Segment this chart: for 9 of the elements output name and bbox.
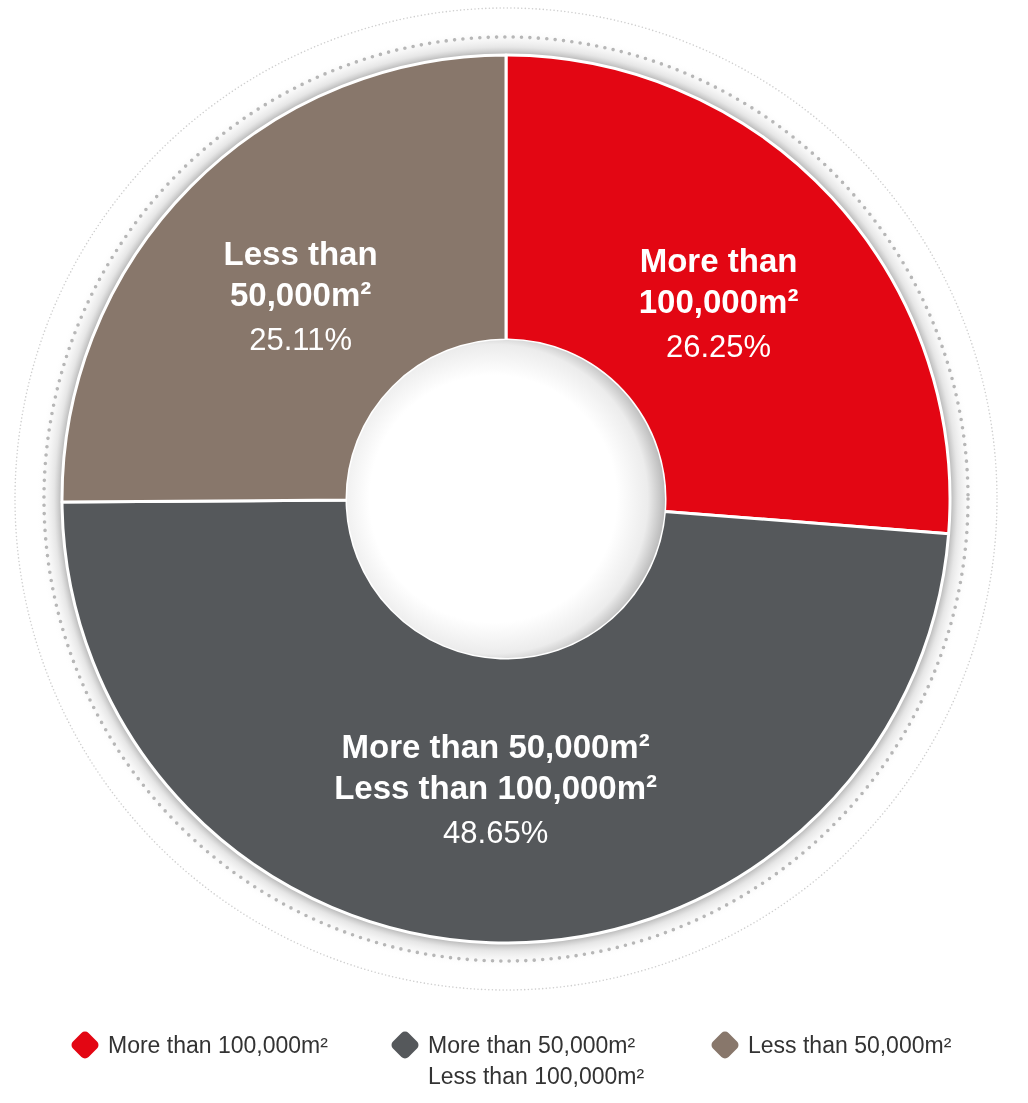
slice-label: More than 50,000m² Less than 100,000m²	[334, 728, 658, 807]
data-label: 25.11%	[249, 321, 353, 357]
slice-label: More than 100,000m²	[638, 242, 799, 321]
slice-label: Less than 50,000m²	[223, 234, 378, 313]
data-label: 48.65%	[443, 815, 549, 851]
legend-label: More than 50,000m² Less than 100,000m²	[428, 1032, 645, 1089]
data-label: 26.25%	[666, 329, 772, 365]
legend-label: Less than 50,000m²	[748, 1032, 952, 1058]
legend-label: More than 100,000m²	[108, 1032, 329, 1058]
